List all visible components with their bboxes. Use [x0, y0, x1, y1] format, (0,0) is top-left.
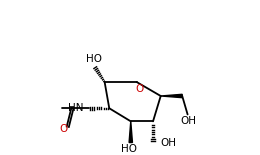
- Text: HN: HN: [68, 103, 83, 113]
- Text: OH: OH: [160, 138, 176, 148]
- Polygon shape: [129, 121, 132, 143]
- Text: O: O: [135, 84, 143, 94]
- Text: OH: OH: [180, 116, 196, 126]
- Polygon shape: [161, 94, 182, 98]
- Text: HO: HO: [86, 54, 102, 64]
- Text: HO: HO: [121, 144, 137, 154]
- Text: O: O: [59, 124, 68, 135]
